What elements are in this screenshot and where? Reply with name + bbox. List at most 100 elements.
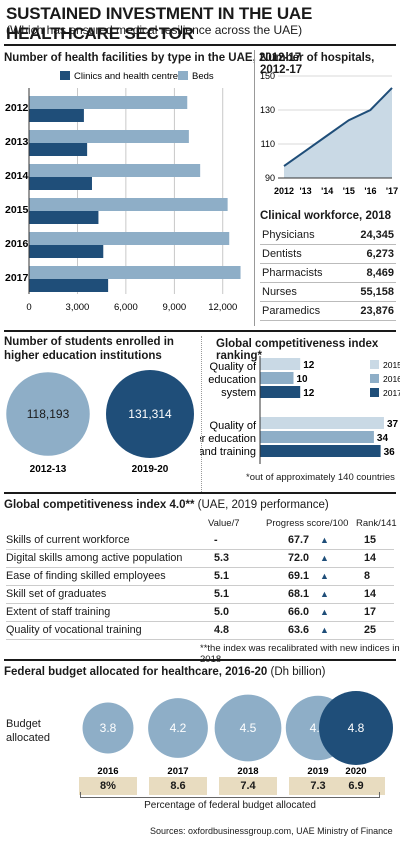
hospitals-line bbox=[283, 87, 393, 167]
legend-swatch-clinics bbox=[60, 71, 70, 80]
legend-label-2016: 2016 bbox=[383, 374, 400, 384]
gci4-value: 5.1 bbox=[214, 570, 230, 582]
ranking-bar bbox=[260, 417, 384, 429]
student-value-label: 118,193 bbox=[27, 407, 70, 421]
group1-label-line2: education bbox=[208, 374, 256, 386]
gci4-label: Skill set of graduates bbox=[6, 588, 107, 600]
gci4-heading-bold: Global competitiveness index 4.0** bbox=[4, 499, 195, 511]
budget-bubble bbox=[319, 691, 393, 765]
pct-caption: Percentage of federal budget allocated bbox=[144, 800, 316, 811]
gci4-col-value: Value/7 bbox=[208, 518, 240, 529]
ranking-bar bbox=[260, 372, 294, 384]
page-title: SUSTAINED INVESTMENT IN THE UAE HEALTHCA… bbox=[6, 4, 313, 43]
category-label: 2014 bbox=[5, 170, 29, 182]
category-label: 2012 bbox=[5, 102, 29, 114]
group2-label-line3: and training bbox=[200, 446, 256, 458]
gci4-row: Quality of vocational training 4.8 63.6 ▲ 25 bbox=[6, 622, 394, 640]
pct-cell: 6.9 bbox=[327, 777, 385, 795]
budget-year-label: 2020 bbox=[345, 766, 366, 776]
gci4-score: 68.1 bbox=[288, 588, 310, 600]
budget-year-label: 2016 bbox=[97, 766, 118, 776]
gci4-score: 72.0 bbox=[288, 552, 310, 564]
bar-clinics bbox=[29, 211, 99, 224]
legend-label-2015: 2015 bbox=[383, 360, 400, 370]
workforce-label: Nurses bbox=[262, 286, 297, 298]
ranking-value-label: 12 bbox=[303, 360, 315, 371]
workforce-value: 6,273 bbox=[366, 248, 394, 260]
section-rule bbox=[4, 330, 396, 332]
bar-clinics bbox=[29, 245, 104, 258]
budget-value-label: 4.8 bbox=[348, 721, 365, 735]
section-rule bbox=[4, 492, 396, 494]
student-bubble bbox=[106, 370, 194, 458]
budget-year-label: 2018 bbox=[237, 766, 258, 776]
gci4-score: 69.1 bbox=[288, 570, 310, 582]
gci-ranking-chart: Quality of education system Quality of h… bbox=[200, 356, 400, 464]
workforce-row: Paramedics 23,876 bbox=[260, 302, 396, 321]
gci4-heading-rest: (UAE, 2019 performance) bbox=[194, 499, 329, 511]
up-arrow-icon: ▲ bbox=[320, 571, 329, 581]
pct-cell: 8% bbox=[79, 777, 137, 795]
students-chart: 118,193 2012-13 131,314 2019-20 bbox=[6, 370, 194, 475]
bar-clinics bbox=[29, 177, 92, 190]
ranking-value-label: 34 bbox=[377, 433, 389, 444]
student-period-label: 2019-20 bbox=[132, 464, 169, 475]
gci4-heading: Global competitiveness index 4.0** (UAE,… bbox=[4, 499, 329, 511]
bar-beds bbox=[29, 130, 189, 143]
pct-bracket-left bbox=[80, 792, 81, 798]
gci4-rank: 14 bbox=[364, 552, 377, 564]
bar-clinics bbox=[29, 109, 84, 122]
y-tick-label: 130 bbox=[260, 105, 275, 115]
x-tick-label: 0 bbox=[26, 302, 31, 313]
students-heading-1: Number of students enrolled in bbox=[4, 336, 174, 348]
gci4-value: 5.0 bbox=[214, 606, 230, 618]
workforce-value: 8,469 bbox=[366, 267, 394, 279]
budget-heading-bold: Federal budget allocated for healthcare,… bbox=[4, 666, 268, 678]
gci4-row: Skills of current workforce - 67.7 ▲ 15 bbox=[6, 532, 394, 550]
up-arrow-icon: ▲ bbox=[320, 625, 329, 635]
gci4-label: Digital skills among active population bbox=[6, 552, 183, 564]
gci4-value: 4.8 bbox=[214, 624, 230, 636]
group1-label-line3: system bbox=[221, 387, 256, 399]
bar-beds bbox=[29, 96, 188, 109]
category-label: 2013 bbox=[5, 136, 29, 148]
budget-bubble bbox=[214, 694, 282, 762]
workforce-value: 55,158 bbox=[360, 286, 394, 298]
ranking-value-label: 36 bbox=[384, 447, 396, 458]
y-tick-label: 90 bbox=[265, 173, 275, 183]
x-tick-label: '15 bbox=[343, 186, 355, 196]
ranking-value-label: 12 bbox=[303, 388, 315, 399]
gci-ranking-heading: Global competitiveness index ranking* bbox=[216, 338, 379, 362]
student-period-label: 2012-13 bbox=[30, 464, 67, 475]
ranking-bar bbox=[260, 445, 381, 457]
gci4-rank: 17 bbox=[364, 606, 377, 618]
up-arrow-icon: ▲ bbox=[320, 535, 329, 545]
category-label: 2016 bbox=[5, 238, 29, 250]
facilities-heading: Number of health facilities by type in t… bbox=[4, 52, 302, 64]
student-bubble bbox=[6, 372, 90, 456]
bar-beds bbox=[29, 164, 201, 177]
pct-cell: 7.4 bbox=[219, 777, 277, 795]
up-arrow-icon: ▲ bbox=[320, 589, 329, 599]
gci4-rank: 25 bbox=[364, 624, 377, 636]
budget-row-label-1: Budget bbox=[6, 718, 41, 730]
x-tick-label: 3,000 bbox=[66, 302, 90, 313]
pct-bracket bbox=[80, 797, 380, 798]
pct-bracket-right bbox=[379, 792, 380, 798]
gci4-value: - bbox=[214, 534, 218, 546]
x-tick-label: '13 bbox=[300, 186, 312, 196]
workforce-row: Nurses 55,158 bbox=[260, 283, 396, 302]
budget-row-label-2: allocated bbox=[6, 732, 51, 744]
legend-label-2017: 2017 bbox=[383, 388, 400, 398]
workforce-label: Paramedics bbox=[262, 305, 321, 317]
section-rule bbox=[4, 44, 396, 46]
hospitals-area bbox=[284, 87, 392, 178]
gci4-label: Quality of vocational training bbox=[6, 624, 142, 636]
page-subtitle: (Which has ensured medical resilience ac… bbox=[6, 23, 303, 37]
up-arrow-icon: ▲ bbox=[320, 553, 329, 563]
y-tick-label: 150 bbox=[260, 71, 275, 81]
group1-label-line1: Quality of bbox=[210, 361, 257, 373]
ranking-bar bbox=[260, 386, 301, 398]
ranking-value-label: 37 bbox=[387, 419, 399, 430]
